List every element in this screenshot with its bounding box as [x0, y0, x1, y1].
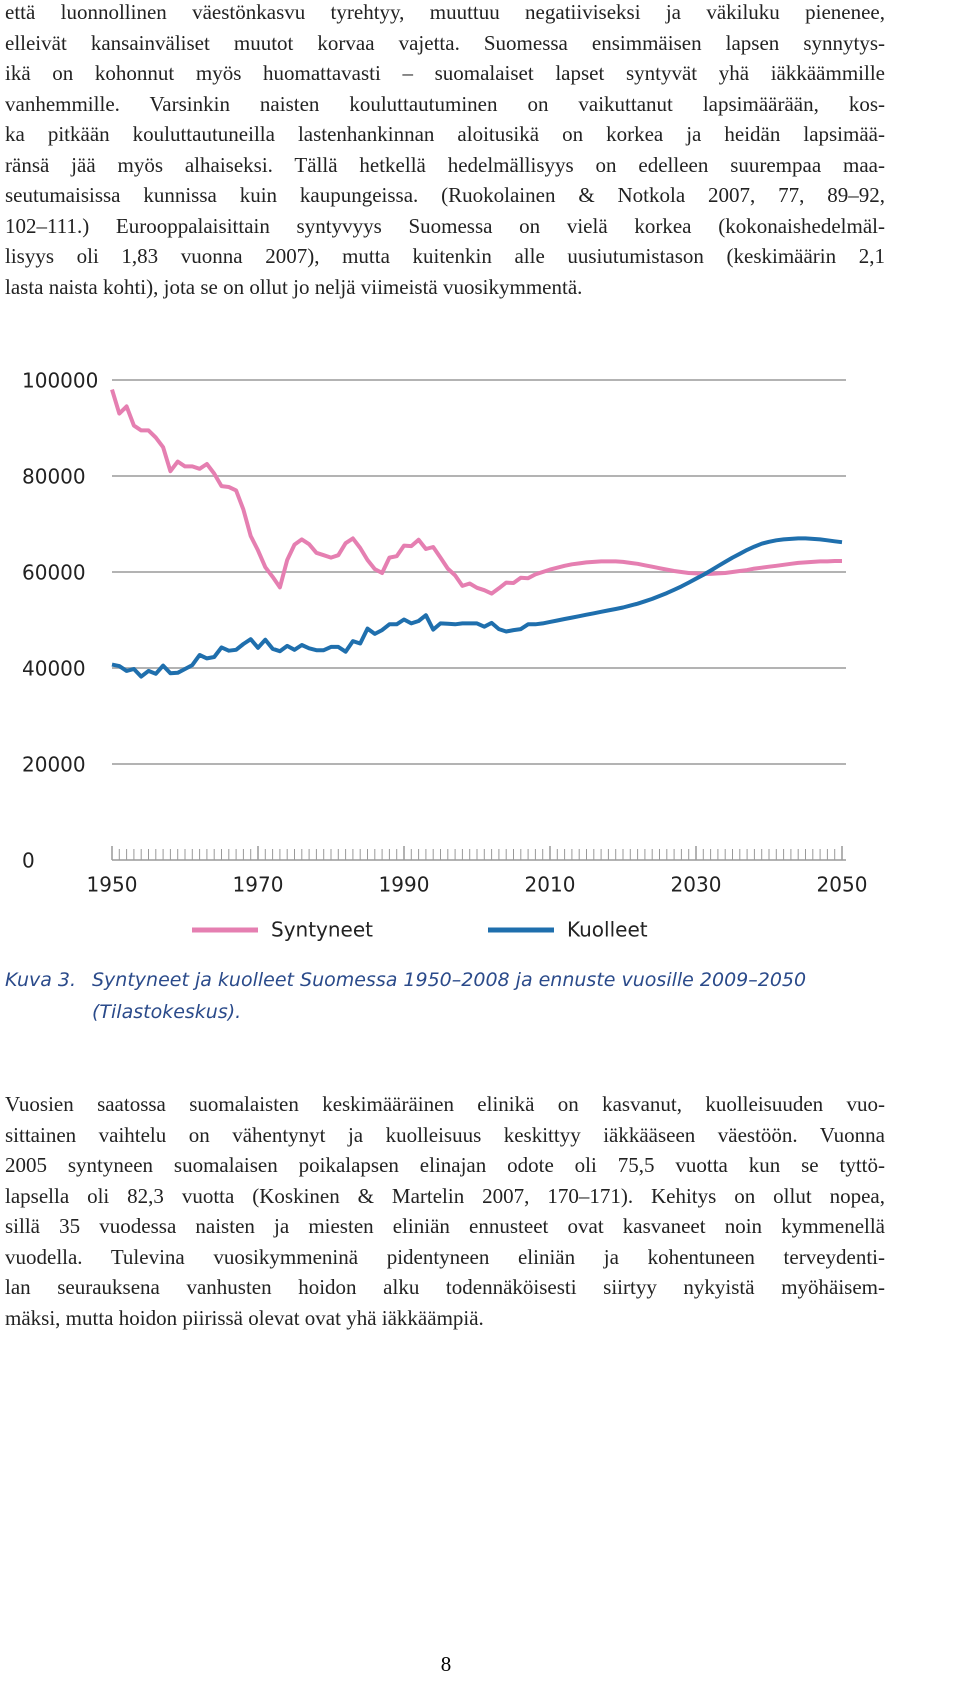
text-line: vanhemmille. Varsinkin naisten kouluttau…	[5, 91, 885, 116]
paragraph: Vuosien saatossa suomalaisten keskimäärä…	[5, 1089, 885, 1333]
y-tick-label: 80000	[22, 465, 86, 489]
text-line: lapsella oli 82,3 vuotta (Koskinen & Mar…	[5, 1183, 885, 1208]
text-line: sillä 35 vuodessa naisten ja miesten eli…	[5, 1214, 885, 1238]
text-line: seutumaisissa kunnissa kuin kaupungeissa…	[5, 183, 885, 207]
page-number: 8	[440, 1652, 452, 1676]
paragraph: että luonnollinen väestönkasvu tyrehtyy,…	[5, 0, 885, 302]
text-line: lisyys oli 1,83 vuonna 2007), mutta kuit…	[5, 244, 885, 268]
text-line: ikä on kohonnut myös huomattavasti – suo…	[5, 61, 885, 85]
y-tick-label: 100000	[22, 369, 98, 393]
text-line: lasta naista kohti), jota se on ollut jo…	[5, 274, 583, 299]
text-line: Vuosien saatossa suomalaisten keskimäärä…	[5, 1092, 885, 1116]
text-line: ränsä jää myös alhaiseksi. Tällä hetkell…	[5, 152, 885, 177]
caption-label: Kuva 3.	[5, 969, 77, 991]
caption-line: (Tilastokeskus).	[92, 1001, 242, 1023]
y-tick-label: 40000	[22, 657, 86, 681]
caption-text: Syntyneet ja kuolleet Suomessa 1950–2008…	[92, 964, 806, 1028]
x-tick-label: 1970	[233, 873, 284, 897]
y-tick-label: 20000	[22, 753, 86, 777]
legend-label: Kuolleet	[567, 918, 648, 942]
line-series	[111, 536, 843, 679]
x-tick-label: 2010	[525, 873, 576, 897]
line-series	[110, 389, 842, 596]
text-line: sittainen vaihtelu on vähentynyt ja kuol…	[5, 1122, 885, 1147]
x-tick-label: 2030	[671, 873, 722, 897]
y-tick-label: 60000	[22, 561, 86, 585]
y-tick-label: 0	[22, 849, 35, 873]
legend-label: Syntyneet	[271, 918, 373, 942]
caption-line: Syntyneet ja kuolleet Suomessa 1950–2008…	[92, 969, 807, 991]
x-tick-label: 1950	[87, 873, 138, 897]
text-line: lan seurauksena vanhusten hoidon alku to…	[5, 1275, 885, 1299]
text-line: että luonnollinen väestönkasvu tyrehtyy,…	[5, 0, 885, 24]
text-line: 2005 syntyneen suomalaisen poikalapsen e…	[5, 1153, 885, 1177]
x-tick-label: 2050	[817, 873, 868, 897]
text-line: mäksi, mutta hoidon piirissä olevat ovat…	[5, 1305, 484, 1330]
x-tick-label: 1990	[379, 873, 430, 897]
text-line: vuodella. Tulevina vuosikymmeninä pident…	[5, 1244, 885, 1269]
text-line: 102–111.) Eurooppalaisittain syntyvyys S…	[5, 213, 885, 238]
text-line: ka pitkään kouluttautuneilla lastenhanki…	[5, 122, 885, 146]
chart: 0 20000 40000 60000 80000 100000 1950 1970 1990 2…	[22, 369, 868, 942]
text-line: elleivät kansainväliset muutot korvaa va…	[5, 30, 885, 55]
